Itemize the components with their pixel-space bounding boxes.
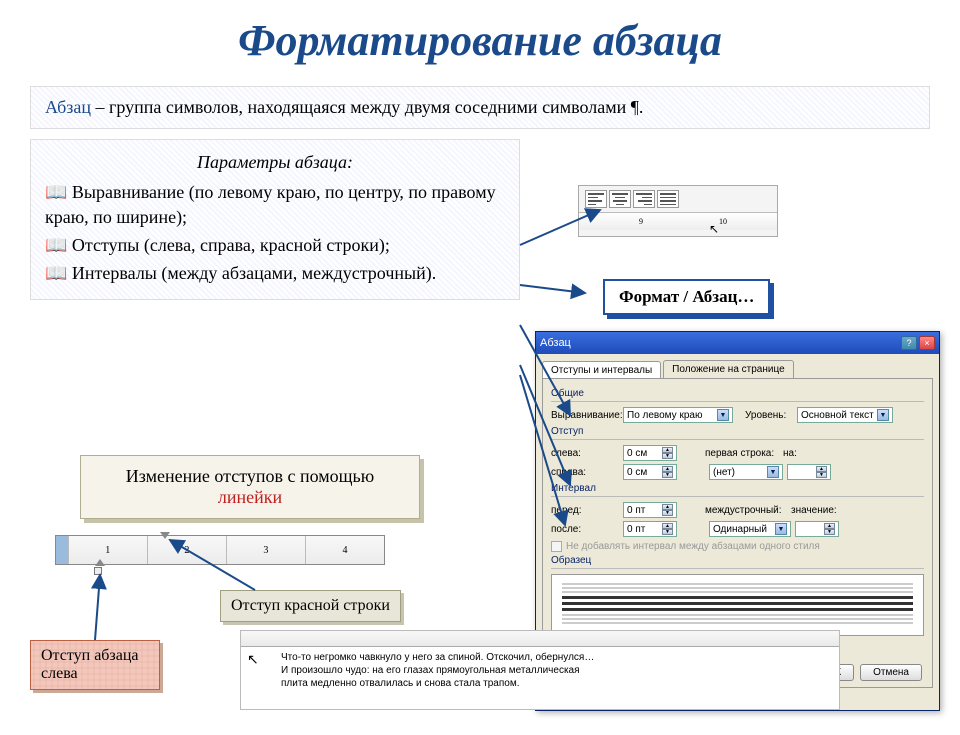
change-ruler-box: Изменение отступов с помощью линейки (80, 455, 420, 519)
group-preview: Образец (551, 555, 924, 566)
cancel-button[interactable]: Отмена (860, 664, 922, 681)
callout-firstline-indent: Отступ красной строки (220, 590, 401, 622)
firstline-by-field[interactable]: ▲▼ (787, 464, 831, 480)
param-item-2: Интервалы (между абзацами, междустрочный… (72, 263, 436, 283)
dialog-close-button[interactable]: × (919, 336, 935, 350)
align-left-icon[interactable] (585, 190, 607, 208)
after-label: после: (551, 524, 619, 535)
indent-left-field[interactable]: 0 см▲▼ (623, 445, 677, 461)
tab-indents[interactable]: Отступы и интервалы (542, 361, 661, 379)
book-icon: 📖 (45, 263, 72, 283)
linespace-label: междустрочный: (705, 505, 787, 516)
align-justify-icon[interactable] (657, 190, 679, 208)
level-label: Уровень: (745, 410, 793, 421)
cursor-icon: ↖ (247, 651, 259, 668)
ruler-hanging-marker[interactable] (95, 559, 105, 566)
group-interval: Интервал (551, 483, 924, 494)
indent-right-field[interactable]: 0 см▲▼ (623, 464, 677, 480)
group-general: Общие (551, 388, 924, 399)
param-item-1: Отступы (слева, справа, красной строки); (72, 235, 390, 255)
params-subtitle: Параметры абзаца: (45, 150, 505, 174)
ruler-firstline-marker[interactable] (160, 532, 170, 539)
callout-left-indent: Отступ абзаца слева (30, 640, 160, 690)
preview-area (551, 574, 924, 636)
after-field[interactable]: 0 пт▲▼ (623, 521, 677, 537)
align-dropdown[interactable]: По левому краю▼ (623, 407, 733, 423)
book-icon: 📖 (45, 182, 72, 202)
dialog-title: Абзац (540, 337, 571, 349)
indent-left-label: слева: (551, 448, 619, 459)
align-label: Выравнивание: (551, 410, 619, 421)
indent-right-label: справа: (551, 467, 619, 478)
definition-term: Абзац (45, 97, 91, 117)
level-dropdown[interactable]: Основной текст▼ (797, 407, 893, 423)
book-icon: 📖 (45, 235, 72, 255)
before-label: перед: (551, 505, 619, 516)
align-right-icon[interactable] (633, 190, 655, 208)
definition-box: Абзац – группа символов, находящаяся меж… (30, 86, 930, 129)
dialog-help-button[interactable]: ? (901, 336, 917, 350)
format-menu-label: Формат / Абзац… (603, 279, 770, 315)
align-toolbar: 9 10 ↖ (578, 185, 778, 237)
param-item-0: Выравнивание (по левому краю, по центру,… (45, 182, 496, 226)
firstline-label: первая строка: (705, 448, 779, 459)
params-box: Параметры абзаца: 📖 Выравнивание (по лев… (30, 139, 520, 300)
tab-position[interactable]: Положение на странице (663, 360, 793, 378)
linespace-value-field[interactable]: ▲▼ (795, 521, 839, 537)
sample-text-box: ↖ Что-то негромко чавкнуло у него за спи… (240, 630, 840, 710)
by-label: на: (783, 448, 803, 459)
cursor-icon: ↖ (709, 222, 719, 237)
value-label: значение: (791, 505, 833, 516)
align-center-icon[interactable] (609, 190, 631, 208)
firstline-dropdown[interactable]: (нет)▼ (709, 464, 783, 480)
ruler-left-handle[interactable] (94, 567, 102, 575)
linespace-dropdown[interactable]: Одинарный▼ (709, 521, 791, 537)
sample-ruler (241, 631, 839, 647)
group-indent: Отступ (551, 426, 924, 437)
before-field[interactable]: 0 пт▲▼ (623, 502, 677, 518)
slide-title: Форматирование абзаца (0, 15, 960, 66)
mini-ruler: 9 10 (579, 212, 777, 230)
no-space-checkbox[interactable]: Не добавлять интервал между абзацами одн… (551, 541, 924, 552)
definition-rest: – группа символов, находящаяся между дву… (91, 97, 643, 117)
